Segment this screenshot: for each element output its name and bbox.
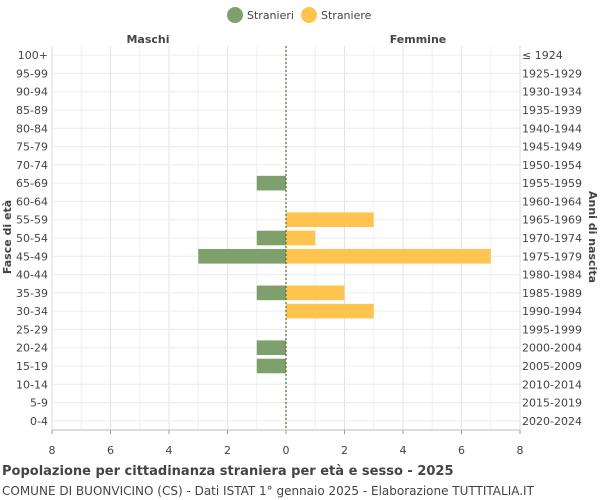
- birth-year-label: 1945-1949: [522, 141, 582, 154]
- legend-marker-straniere: [301, 7, 317, 23]
- chart-subtitle: COMUNE DI BUONVICINO (CS) - Dati ISTAT 1…: [2, 484, 534, 498]
- birth-year-label: 2010-2014: [522, 378, 582, 391]
- bar-female: [286, 285, 345, 301]
- birth-year-label: 1990-1994: [522, 305, 582, 318]
- age-label: 60-64: [16, 195, 48, 208]
- birth-year-label: 1980-1984: [522, 269, 582, 282]
- population-pyramid-chart: 8 6 4 2 0 2 4 6 8 100+ ≤ 1924 95-99 1925-1929 90-94 19…: [1, 7, 599, 457]
- bar-male: [256, 175, 286, 191]
- age-label: 35-39: [16, 287, 48, 300]
- age-label: 0-4: [30, 415, 48, 428]
- birth-year-label: 1935-1939: [522, 104, 582, 117]
- age-label: 75-79: [16, 141, 48, 154]
- age-label: 85-89: [16, 104, 48, 117]
- bar-male: [256, 285, 286, 301]
- legend-marker-stranieri: [227, 7, 243, 23]
- age-label: 55-59: [16, 214, 48, 227]
- age-label: 10-14: [16, 378, 48, 391]
- birth-year-label: 2000-2004: [522, 342, 582, 355]
- birth-year-label: 1960-1964: [522, 195, 582, 208]
- birth-year-label: 1925-1929: [522, 67, 582, 80]
- age-label: 5-9: [30, 397, 48, 410]
- birth-year-label: 1975-1979: [522, 250, 582, 263]
- x-tick-label: 6: [458, 444, 465, 457]
- bars: [198, 175, 491, 374]
- tick-labels: 8 6 4 2 0 2 4 6 8 100+ ≤ 1924 95-99 1925-1929 90-94 19…: [16, 49, 582, 457]
- legend-label-straniere: Straniere: [321, 9, 372, 22]
- legend: Stranieri Straniere: [227, 7, 372, 23]
- bar-male: [198, 248, 286, 264]
- males-header: Maschi: [126, 33, 169, 46]
- age-label: 40-44: [16, 269, 48, 282]
- bar-male: [256, 340, 286, 356]
- bar-female: [286, 303, 374, 319]
- x-tick-label: 8: [49, 444, 56, 457]
- age-label: 50-54: [16, 232, 48, 245]
- birth-year-label: 1955-1959: [522, 177, 582, 190]
- birth-year-label: 2015-2019: [522, 397, 582, 410]
- y-axis-title-right: Anni di nascita: [586, 191, 599, 283]
- y-axis-title-left: Fasce di età: [1, 200, 14, 274]
- x-tick-label: 8: [517, 444, 524, 457]
- age-label: 90-94: [16, 86, 48, 99]
- age-label: 80-84: [16, 122, 48, 135]
- age-label: 95-99: [16, 67, 48, 80]
- bar-female: [286, 248, 491, 264]
- birth-year-label: 1965-1969: [522, 214, 582, 227]
- birth-year-label: 1995-1999: [522, 323, 582, 336]
- bar-female: [286, 212, 374, 228]
- x-tick-label: 2: [341, 444, 348, 457]
- legend-label-stranieri: Stranieri: [247, 9, 294, 22]
- bar-female: [286, 230, 316, 246]
- age-label: 70-74: [16, 159, 48, 172]
- x-tick-label: 6: [107, 444, 114, 457]
- age-label: 30-34: [16, 305, 48, 318]
- birth-year-label: 1930-1934: [522, 86, 582, 99]
- birth-year-label: 1950-1954: [522, 159, 582, 172]
- axes: [51, 46, 521, 434]
- females-header: Femmine: [390, 33, 447, 46]
- birth-year-label: 1985-1989: [522, 287, 582, 300]
- birth-year-label: 1970-1974: [522, 232, 582, 245]
- bar-male: [256, 358, 286, 374]
- x-tick-label: 4: [166, 444, 173, 457]
- birth-year-label: 2020-2024: [522, 415, 582, 428]
- age-label: 20-24: [16, 342, 48, 355]
- age-label: 25-29: [16, 323, 48, 336]
- age-label: 100+: [18, 49, 48, 62]
- x-tick-label: 2: [224, 444, 231, 457]
- birth-year-label: ≤ 1924: [522, 49, 563, 62]
- age-label: 15-19: [16, 360, 48, 373]
- x-tick-label: 0: [283, 444, 290, 457]
- chart-title: Popolazione per cittadinanza straniera p…: [2, 464, 454, 479]
- birth-year-label: 1940-1944: [522, 122, 582, 135]
- bar-male: [256, 230, 286, 246]
- birth-year-label: 2005-2009: [522, 360, 582, 373]
- age-label: 65-69: [16, 177, 48, 190]
- x-tick-label: 4: [400, 444, 407, 457]
- age-label: 45-49: [16, 250, 48, 263]
